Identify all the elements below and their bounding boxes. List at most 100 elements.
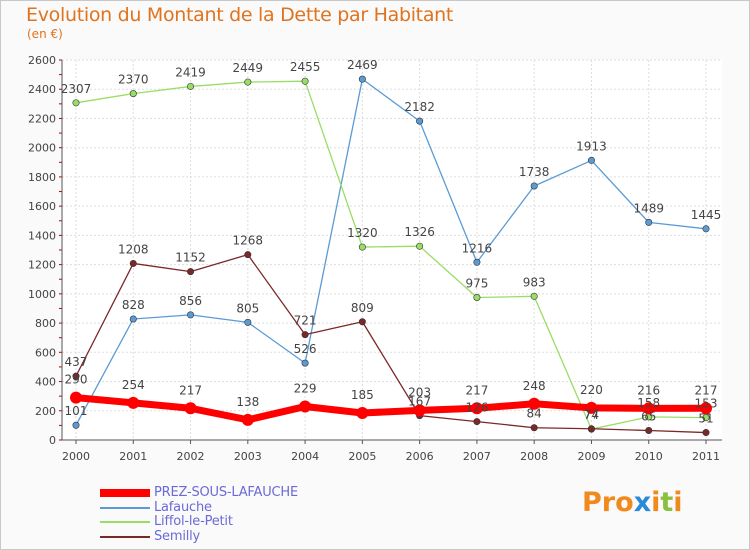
data-label: 1208 (118, 242, 149, 256)
data-point (528, 397, 541, 410)
y-tick-label: 600 (35, 346, 56, 359)
data-label: 1489 (633, 201, 664, 215)
legend-item: Semilly (100, 528, 298, 545)
data-point (473, 258, 481, 266)
data-label: 809 (351, 301, 374, 315)
series-line (75, 80, 707, 430)
data-point (241, 413, 254, 426)
data-label: 203 (408, 385, 431, 399)
y-tick-label: 2600 (28, 54, 56, 67)
data-label: 2370 (118, 73, 149, 87)
logo-letter: i (651, 487, 661, 518)
data-point (530, 182, 538, 190)
x-tick-label: 2010 (635, 450, 663, 463)
x-tick-label: 2003 (234, 450, 262, 463)
y-tick-label: 0 (49, 434, 56, 447)
chart-title: Evolution du Montant de la Dette par Hab… (26, 4, 454, 26)
data-label: 2469 (347, 58, 378, 72)
data-label: 65 (641, 410, 656, 424)
data-label: 983 (523, 275, 546, 289)
legend-swatch (100, 506, 150, 509)
x-tick-label: 2000 (62, 450, 90, 463)
data-label: 220 (580, 383, 603, 397)
data-label: 1216 (462, 241, 493, 255)
data-point (702, 414, 710, 422)
data-point (187, 268, 195, 276)
data-point (530, 424, 538, 432)
data-label: 975 (465, 277, 488, 291)
y-tick-label: 200 (35, 405, 56, 418)
data-point (244, 318, 252, 326)
data-point (72, 421, 80, 429)
y-tick-label: 400 (35, 376, 56, 389)
proxiti-logo: Proxiti (582, 487, 683, 518)
data-point (356, 406, 369, 419)
series-lines (70, 75, 712, 437)
data-point (700, 402, 712, 415)
y-tick-label: 1000 (28, 288, 56, 301)
legend-label: Lafauche (154, 499, 212, 515)
data-point (301, 359, 309, 367)
legend-swatch (100, 535, 150, 538)
data-label: 1445 (691, 208, 722, 222)
data-label: 2307 (61, 82, 92, 96)
legend-swatch (100, 521, 150, 524)
chart-subtitle: (en €) (27, 27, 63, 41)
y-tick-label: 2400 (28, 83, 56, 96)
data-label: 217 (695, 383, 718, 397)
data-point (187, 311, 195, 319)
legend-label: Semilly (154, 528, 201, 544)
data-label: 2455 (290, 60, 321, 74)
x-tick-label: 2011 (692, 450, 720, 463)
data-label: 74 (584, 408, 599, 422)
axes: 0 200 400 600 800 1000 1200 1400 1600 1800 2000 220… (28, 54, 722, 463)
legend-item: Liffol-le-Petit (100, 515, 298, 530)
data-label: 167 (408, 395, 431, 409)
data-point (473, 293, 481, 301)
data-point (127, 396, 140, 409)
data-point (244, 78, 252, 86)
logo-letter: r (601, 487, 616, 518)
data-point (358, 318, 366, 326)
legend-label: Liffol-le-Petit (154, 514, 233, 530)
data-point (244, 251, 252, 259)
x-tick-label: 2007 (463, 450, 491, 463)
data-point (187, 82, 195, 90)
data-label: 721 (294, 314, 317, 328)
data-label: 84 (527, 407, 542, 421)
logo-letter: P (582, 487, 602, 518)
data-point (358, 75, 366, 83)
data-label: 101 (65, 404, 88, 418)
data-label: 856 (179, 294, 202, 308)
data-label: 51 (698, 412, 713, 426)
plot-area (62, 60, 722, 440)
logo-letter: x (633, 487, 652, 518)
y-tick-label: 1400 (28, 229, 56, 242)
data-label: 2419 (175, 65, 206, 79)
data-point (645, 218, 653, 226)
data-label: 77 (584, 408, 599, 422)
grid-lines (62, 59, 722, 441)
data-point (72, 372, 80, 380)
x-tick-label: 2001 (119, 450, 147, 463)
data-point (416, 117, 424, 125)
x-tick-label: 2008 (520, 450, 548, 463)
data-label: 1268 (233, 234, 264, 248)
data-label: 290 (65, 373, 88, 387)
data-label: 248 (523, 379, 546, 393)
data-point (642, 402, 655, 415)
data-point (129, 90, 137, 98)
data-label: 138 (236, 395, 259, 409)
data-point (413, 404, 426, 417)
series-line (75, 254, 707, 434)
data-point (702, 429, 710, 437)
data-label: 805 (236, 301, 259, 315)
data-label: 828 (122, 298, 145, 312)
data-point (702, 225, 710, 233)
series-line (75, 78, 707, 426)
x-tick-label: 2009 (577, 450, 605, 463)
data-point (358, 243, 366, 251)
y-tick-label: 1600 (28, 200, 56, 213)
data-point (587, 425, 595, 433)
data-point (70, 391, 82, 404)
